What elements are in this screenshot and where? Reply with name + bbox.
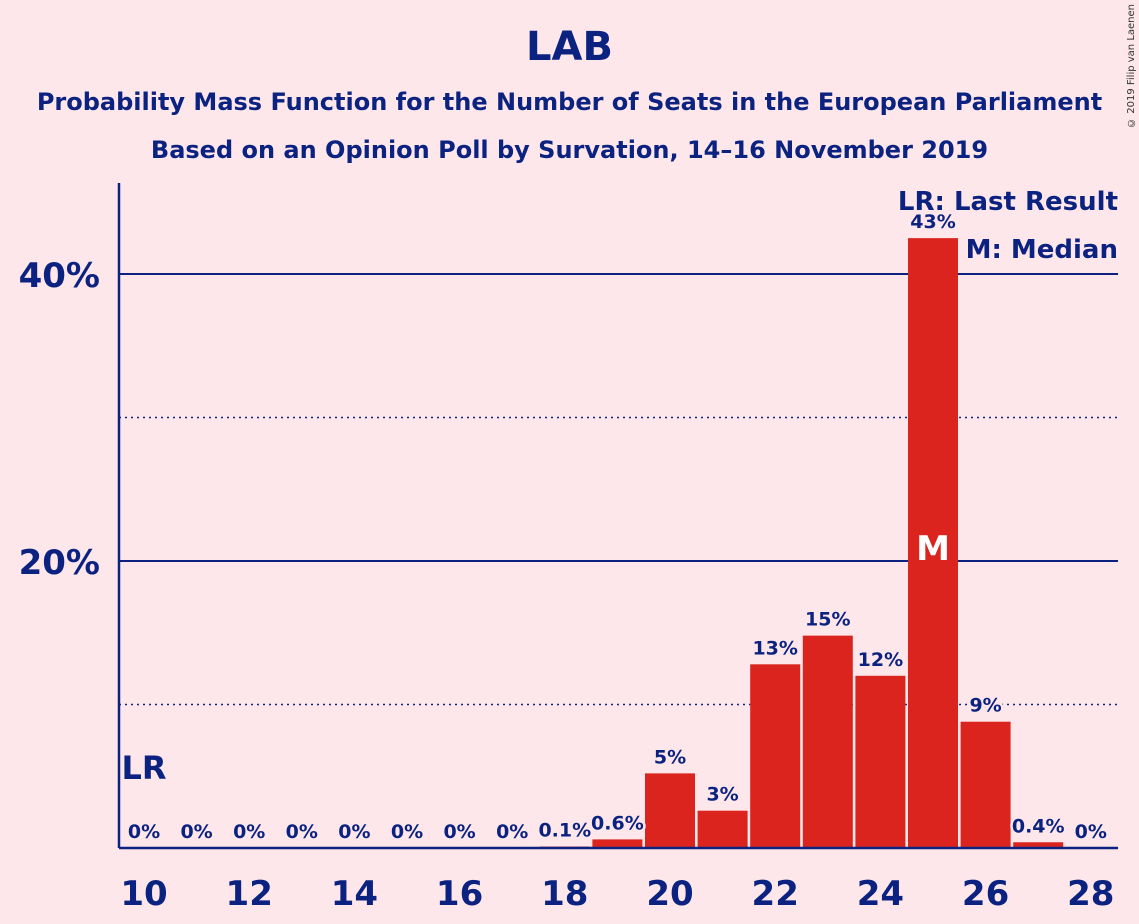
x-tick-label: 26 — [962, 874, 1009, 914]
data-label-seat-26: 9% — [969, 695, 1001, 717]
bar-seat-27 — [1013, 842, 1064, 848]
x-tick-label: 20 — [646, 874, 693, 914]
x-tick-label: 24 — [857, 874, 904, 914]
x-tick-label: 10 — [120, 874, 167, 914]
data-label-seat-15: 0% — [391, 821, 423, 843]
data-label-seat-16: 0% — [443, 821, 475, 843]
data-label-seat-14: 0% — [338, 821, 370, 843]
bar-seat-22 — [750, 664, 801, 848]
x-tick-label: 14 — [331, 874, 378, 914]
data-label-seat-11: 0% — [180, 821, 212, 843]
legend-entry: LR: Last Result — [898, 187, 1118, 217]
data-label-seat-18: 0.1% — [538, 820, 591, 842]
chart-subtitle-2: Based on an Opinion Poll by Survation, 1… — [150, 136, 989, 164]
data-label-seat-19: 0.6% — [591, 812, 644, 834]
x-tick-label: 12 — [226, 874, 273, 914]
x-tick-label: 16 — [436, 874, 483, 914]
bar-seat-20 — [645, 773, 695, 848]
data-label-seat-10: 0% — [128, 821, 160, 843]
chart-subtitle: Probability Mass Function for the Number… — [36, 88, 1103, 116]
data-label-seat-27: 0.4% — [1012, 815, 1065, 837]
median-marker: M — [916, 529, 950, 569]
bar-seat-21 — [697, 810, 748, 848]
data-label-seat-25: 43% — [910, 211, 955, 233]
y-tick-label: 40% — [19, 256, 100, 296]
data-label-seat-20: 5% — [654, 746, 686, 768]
y-tick-label: 20% — [19, 543, 100, 583]
data-label-seat-13: 0% — [286, 821, 318, 843]
x-tick-label: 22 — [752, 874, 799, 914]
bar-seat-19 — [592, 839, 643, 848]
bar-seat-24 — [855, 675, 906, 848]
data-label-seat-24: 12% — [858, 649, 903, 671]
x-tick-label: 28 — [1067, 874, 1114, 914]
data-label-seat-17: 0% — [496, 821, 528, 843]
data-label-seat-21: 3% — [706, 784, 738, 806]
legend-entry: M: Median — [966, 235, 1118, 265]
last-result-marker: LR — [121, 749, 166, 787]
bar-seat-23 — [802, 635, 853, 848]
data-label-seat-28: 0% — [1075, 821, 1107, 843]
data-label-seat-22: 13% — [752, 637, 797, 659]
chart-title: LAB — [526, 24, 613, 70]
data-label-seat-23: 15% — [805, 609, 850, 631]
data-label-seat-12: 0% — [233, 821, 265, 843]
bar-seat-25 — [908, 238, 958, 848]
bar-seat-26 — [960, 721, 1011, 848]
x-tick-label: 18 — [541, 874, 588, 914]
